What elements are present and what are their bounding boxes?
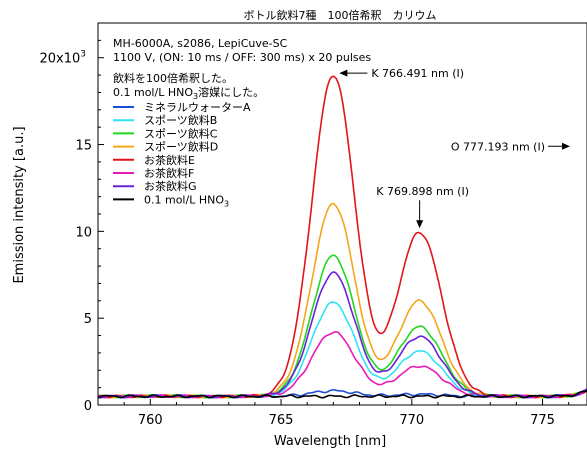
- series-line: [98, 202, 587, 399]
- legend: ミネラルウォーターAスポーツ飲料Bスポーツ飲料Cスポーツ飲料Dお茶飲料Eお茶飲料…: [113, 101, 251, 208]
- legend-header-1: 飲料を100倍希釈した。: [113, 71, 233, 85]
- chart-title: ボトル飲料7種 100倍希釈 カリウム: [244, 8, 437, 22]
- x-axis: 760 765 770 775: [97, 399, 570, 428]
- x-axis-title: Wavelength [nm]: [274, 434, 386, 449]
- y-tick-label: 20x103: [39, 50, 86, 67]
- legend-label: スポーツ飲料C: [144, 126, 218, 140]
- y-axis-title: Emission intensity [a.u.]: [12, 126, 27, 283]
- y-tick-label: 0: [84, 399, 92, 414]
- legend-header-2: 0.1 mol/L HNO3溶媒にした。: [113, 85, 264, 101]
- series-line: [98, 301, 587, 399]
- series-line: [98, 271, 587, 399]
- info-line-2: 1100 V, (ON: 10 ms / OFF: 300 ms) x 20 p…: [113, 51, 371, 64]
- legend-label: スポーツ飲料D: [144, 140, 218, 154]
- x-tick-label: 775: [530, 413, 555, 428]
- legend-label: お茶飲料F: [144, 166, 194, 180]
- info-line-1: MH-6000A, s2086, LepiCuve-SC: [113, 37, 288, 50]
- annotations: K 766.491 nm (I) K 769.898 nm (I) O 777.19…: [339, 67, 570, 229]
- annotation-arrowhead: [339, 69, 348, 77]
- y-axis: 0 5 10 15 20x103: [39, 22, 104, 414]
- legend-label: お茶飲料E: [144, 153, 195, 167]
- legend-label: 0.1 mol/L HNO3: [144, 193, 229, 208]
- legend-label: ミネラルウォーターA: [144, 101, 251, 114]
- annotation-k766: K 766.491 nm (I): [371, 67, 464, 80]
- annotation-k769: K 769.898 nm (I): [376, 185, 469, 198]
- legend-label: お茶飲料G: [144, 179, 197, 193]
- series-line: [98, 254, 587, 399]
- y-tick-label: 5: [84, 312, 92, 327]
- annotation-arrowhead: [562, 142, 570, 150]
- annotation-o777: O 777.193 nm (I): [451, 140, 545, 153]
- x-tick-label: 770: [399, 413, 424, 428]
- series-line: [98, 331, 587, 399]
- x-tick-label: 760: [138, 413, 163, 428]
- x-tick-label: 765: [269, 413, 294, 428]
- series-line: [98, 389, 587, 399]
- plot-curves: [98, 75, 587, 399]
- y-tick-label: 15: [75, 139, 92, 154]
- legend-label: スポーツ飲料B: [144, 113, 217, 127]
- annotation-arrowhead: [416, 220, 424, 229]
- y-tick-label: 10: [75, 225, 92, 240]
